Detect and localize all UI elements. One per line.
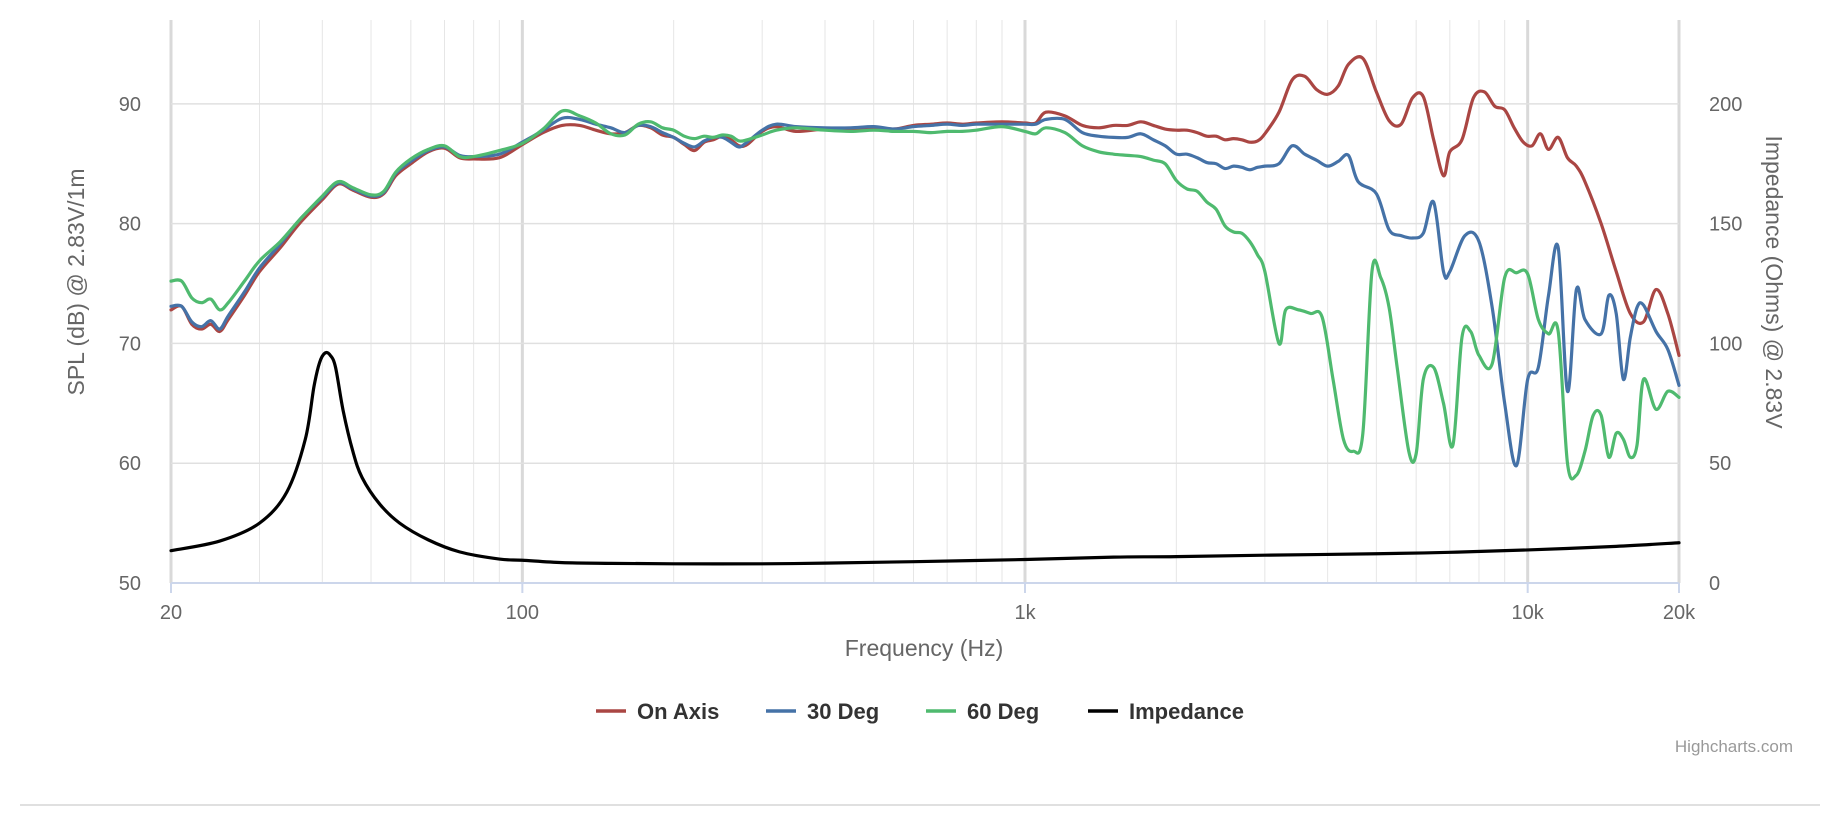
legend: On Axis 30 Deg 60 Deg Impedance bbox=[596, 699, 1244, 724]
y-tick-label: 90 bbox=[119, 94, 141, 116]
y-tick-label: 60 bbox=[119, 453, 141, 475]
y2-axis-title: Impedance (Ohms) @ 2.83V bbox=[1761, 135, 1787, 429]
y2-tick-label: 150 bbox=[1709, 214, 1742, 236]
legend-label: Impedance bbox=[1129, 699, 1244, 724]
legend-label: 30 Deg bbox=[807, 699, 879, 724]
legend-label: On Axis bbox=[637, 699, 719, 724]
y2-tick-label: 0 bbox=[1709, 573, 1720, 595]
y2-tick-label: 50 bbox=[1709, 453, 1731, 475]
series-line-impedance[interactable] bbox=[169, 350, 1681, 566]
series-line-on-axis[interactable] bbox=[169, 55, 1681, 357]
minor-gridlines bbox=[259, 20, 1506, 583]
x-tick-label: 100 bbox=[506, 602, 539, 624]
y2-tick-label: 100 bbox=[1709, 333, 1742, 355]
y-tick-label: 50 bbox=[119, 573, 141, 595]
legend-item-on-axis[interactable]: On Axis bbox=[596, 699, 719, 724]
x-tick-label: 20k bbox=[1663, 602, 1696, 624]
legend-label: 60 Deg bbox=[967, 699, 1039, 724]
series-layer bbox=[169, 55, 1681, 566]
series-line-60-deg[interactable] bbox=[169, 108, 1681, 481]
y-axis-title: SPL (dB) @ 2.83V/1m bbox=[63, 168, 89, 395]
legend-item-30-deg[interactable]: 30 Deg bbox=[766, 699, 879, 724]
credits-link[interactable]: Highcharts.com bbox=[1675, 737, 1793, 756]
major-gridlines bbox=[169, 20, 1681, 583]
legend-item-impedance[interactable]: Impedance bbox=[1088, 699, 1244, 724]
legend-item-60-deg[interactable]: 60 Deg bbox=[926, 699, 1039, 724]
x-tick-label: 1k bbox=[1014, 602, 1036, 624]
y-tick-label: 70 bbox=[119, 333, 141, 355]
axes bbox=[170, 582, 1680, 593]
tick-labels: 20 100 1k 10k 20k 50 60 70 80 90 0 50 100 150 200 bbox=[119, 94, 1743, 624]
y-tick-label: 80 bbox=[119, 214, 141, 236]
x-tick-label: 20 bbox=[160, 602, 182, 624]
x-axis-title: Frequency (Hz) bbox=[845, 635, 1003, 661]
x-tick-label: 10k bbox=[1512, 602, 1545, 624]
y2-tick-label: 200 bbox=[1709, 94, 1742, 116]
